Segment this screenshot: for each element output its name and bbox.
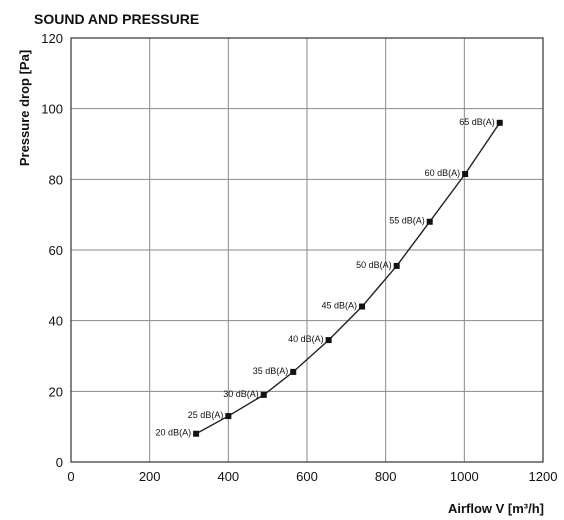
x-tick-label: 1000 — [450, 469, 479, 484]
x-tick-label: 600 — [296, 469, 318, 484]
y-tick-label: 80 — [49, 172, 63, 187]
data-point — [260, 391, 267, 398]
x-axis-label: Airflow V [m³/h] — [448, 501, 544, 516]
x-tick-label: 200 — [139, 469, 161, 484]
x-tick-label: 1200 — [529, 469, 558, 484]
data-point — [290, 368, 297, 375]
data-point — [359, 303, 366, 310]
plot-layer: 0 200 400 600 800 1000 1200 0 20 40 60 80 100 120 20 d… — [41, 31, 557, 484]
y-tick-label: 60 — [49, 243, 63, 258]
chart-title: SOUND AND PRESSURE — [34, 11, 199, 27]
data-point-label: 45 dB(A) — [322, 301, 358, 311]
plot-frame — [70, 37, 544, 463]
y-tick-label: 40 — [49, 314, 63, 329]
x-tick-label: 400 — [217, 469, 239, 484]
data-point — [462, 171, 469, 178]
data-point-label: 60 dB(A) — [425, 168, 461, 178]
data-point — [193, 430, 200, 437]
series-line — [195, 122, 501, 435]
x-tick-label: 0 — [67, 469, 74, 484]
x-tick-label: 800 — [375, 469, 397, 484]
data-point-label: 30 dB(A) — [223, 389, 259, 399]
data-point-label: 55 dB(A) — [389, 216, 425, 226]
y-tick-label: 100 — [41, 102, 63, 117]
data-point-label: 40 dB(A) — [288, 334, 324, 344]
data-point-label: 50 dB(A) — [356, 260, 392, 270]
data-point-label: 65 dB(A) — [459, 117, 495, 127]
y-tick-label: 20 — [49, 384, 63, 399]
data-point-label: 25 dB(A) — [188, 410, 224, 420]
data-point — [225, 413, 232, 420]
data-point — [496, 119, 503, 126]
data-point-label: 20 dB(A) — [156, 428, 192, 438]
y-tick-label: 120 — [41, 31, 63, 46]
data-point — [426, 218, 433, 225]
y-tick-label: 0 — [56, 455, 63, 470]
grid-lines — [71, 38, 543, 462]
data-point — [393, 262, 400, 269]
data-point-label: 35 dB(A) — [253, 366, 289, 376]
data-point — [325, 337, 332, 344]
y-axis-label: Pressure drop [Pa] — [17, 50, 32, 166]
